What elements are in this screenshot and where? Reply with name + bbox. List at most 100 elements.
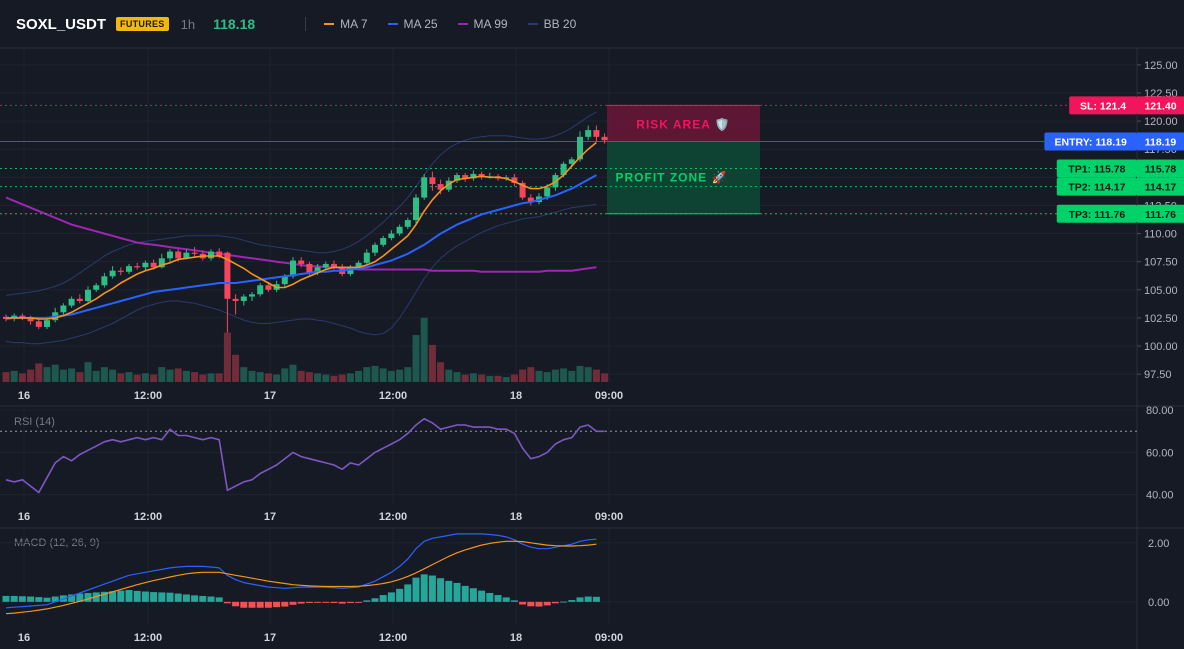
macd-histogram-bar: [404, 584, 412, 602]
ma7-line: [6, 141, 597, 320]
candle-body: [240, 296, 247, 302]
price-tick-label: 100.00: [1144, 341, 1178, 353]
candle-body: [454, 175, 460, 181]
candle-body: [347, 267, 354, 275]
macd-histogram-bar: [551, 601, 559, 604]
volume-bar: [256, 372, 264, 382]
symbol-name[interactable]: SOXL_USDT: [16, 15, 107, 33]
time-axis-label: 18: [510, 632, 522, 644]
macd-histogram-bar: [592, 596, 600, 602]
macd-histogram-bar: [223, 601, 231, 604]
candle-body: [380, 238, 387, 245]
legend-line-icon: [457, 23, 468, 25]
candle-body: [601, 136, 608, 141]
chart-header: SOXL_USDT FUTURES 1h 118.18 MA 7 MA 25 M…: [0, 0, 1184, 48]
macd-histogram-bar: [420, 574, 428, 602]
volume-bar: [527, 367, 535, 382]
candle-body: [511, 177, 518, 183]
macd-histogram-bar: [297, 601, 305, 604]
stop-loss-price-label: 121.40: [1144, 100, 1176, 112]
volume-bar: [560, 368, 568, 382]
entry-price-tag: [1137, 132, 1184, 151]
volume-bar: [494, 375, 502, 382]
volume-bar: [240, 367, 248, 382]
take-profit-2-price-label: 114.17: [1145, 182, 1177, 194]
macd-histogram-bar: [576, 597, 584, 602]
legend-ma25[interactable]: MA 25: [387, 17, 438, 31]
macd-histogram-bar: [355, 601, 363, 603]
macd-histogram-bar: [27, 596, 35, 602]
legend-label: MA 7: [340, 17, 368, 31]
time-axis-label: 17: [264, 632, 276, 644]
volume-bar: [502, 377, 510, 382]
rsi-tick-label: 40.00: [1146, 490, 1174, 502]
candle-body: [577, 136, 583, 160]
macd-histogram-bar: [322, 601, 330, 603]
volume-bar: [568, 370, 576, 382]
header-divider: [305, 17, 307, 31]
macd-histogram-bar: [51, 596, 59, 602]
macd-histogram-bar: [248, 601, 256, 608]
macd-histogram-bar: [510, 600, 518, 602]
macd-histogram-bar: [486, 592, 494, 602]
macd-histogram-bar: [338, 601, 346, 604]
candle-body: [372, 244, 378, 253]
macd-histogram-bar: [453, 582, 461, 602]
macd-histogram-bar: [437, 578, 445, 602]
macd-histogram-bar: [125, 590, 133, 602]
volume-bar: [166, 369, 174, 382]
legend-ma99[interactable]: MA 99: [457, 17, 508, 31]
take-profit-1-price-label: 115.78: [1145, 164, 1177, 176]
volume-bar: [576, 365, 584, 382]
macd-histogram-bar: [264, 601, 272, 608]
legend-ma7[interactable]: MA 7: [324, 17, 368, 31]
price-tick-label: 102.50: [1144, 313, 1178, 325]
candle-body: [568, 159, 575, 164]
legend-line-icon: [324, 23, 335, 25]
bollinger-upper-line: [5, 111, 597, 296]
volume-bar: [322, 374, 330, 382]
macd-histogram-bar: [478, 590, 486, 602]
time-axis-label: 12:00: [379, 390, 407, 402]
candle-body: [462, 175, 469, 179]
macd-histogram-bar: [215, 597, 223, 602]
candle-body: [437, 184, 444, 190]
volume-bar: [59, 369, 67, 382]
volume-bar: [346, 373, 354, 382]
candle-body: [290, 260, 296, 277]
take-profit-2-price-tag: [1137, 177, 1184, 196]
volume-bar: [68, 368, 76, 382]
macd-histogram-bar: [412, 577, 420, 602]
entry-tag-label: ENTRY: 118.19: [1055, 136, 1128, 148]
macd-histogram-bar: [100, 591, 108, 602]
rsi-tick-label: 60.00: [1146, 447, 1174, 459]
candle-body: [306, 263, 313, 273]
macd-histogram-bar: [109, 591, 117, 602]
volume-bar: [371, 365, 379, 382]
timeframe-selector[interactable]: 1h: [180, 16, 196, 32]
volume-bar: [117, 373, 125, 382]
volume-bar: [215, 373, 223, 382]
macd-histogram-bar: [158, 592, 166, 602]
futures-badge: FUTURES: [116, 17, 169, 31]
legend-bb20[interactable]: BB 20: [527, 17, 576, 31]
candle-body: [314, 267, 321, 273]
price-tick-label: 107.50: [1144, 257, 1178, 269]
candle-body: [134, 266, 141, 268]
time-axis-label: 12:00: [134, 511, 162, 523]
macd-histogram-bar: [84, 592, 92, 602]
volume-bar: [363, 367, 371, 382]
macd-histogram-bar: [560, 601, 568, 603]
candle-body: [167, 251, 173, 259]
ma25-line: [5, 174, 597, 320]
volume-bar: [232, 354, 240, 382]
candle-body: [249, 294, 255, 297]
candle-body: [429, 177, 436, 185]
volume-bar: [141, 373, 149, 382]
take-profit-3-tag: [1056, 204, 1137, 223]
volume-bar: [387, 370, 395, 382]
macd-histogram-bar: [396, 588, 404, 602]
macd-histogram-bar: [133, 590, 141, 602]
candle-body: [85, 289, 91, 302]
